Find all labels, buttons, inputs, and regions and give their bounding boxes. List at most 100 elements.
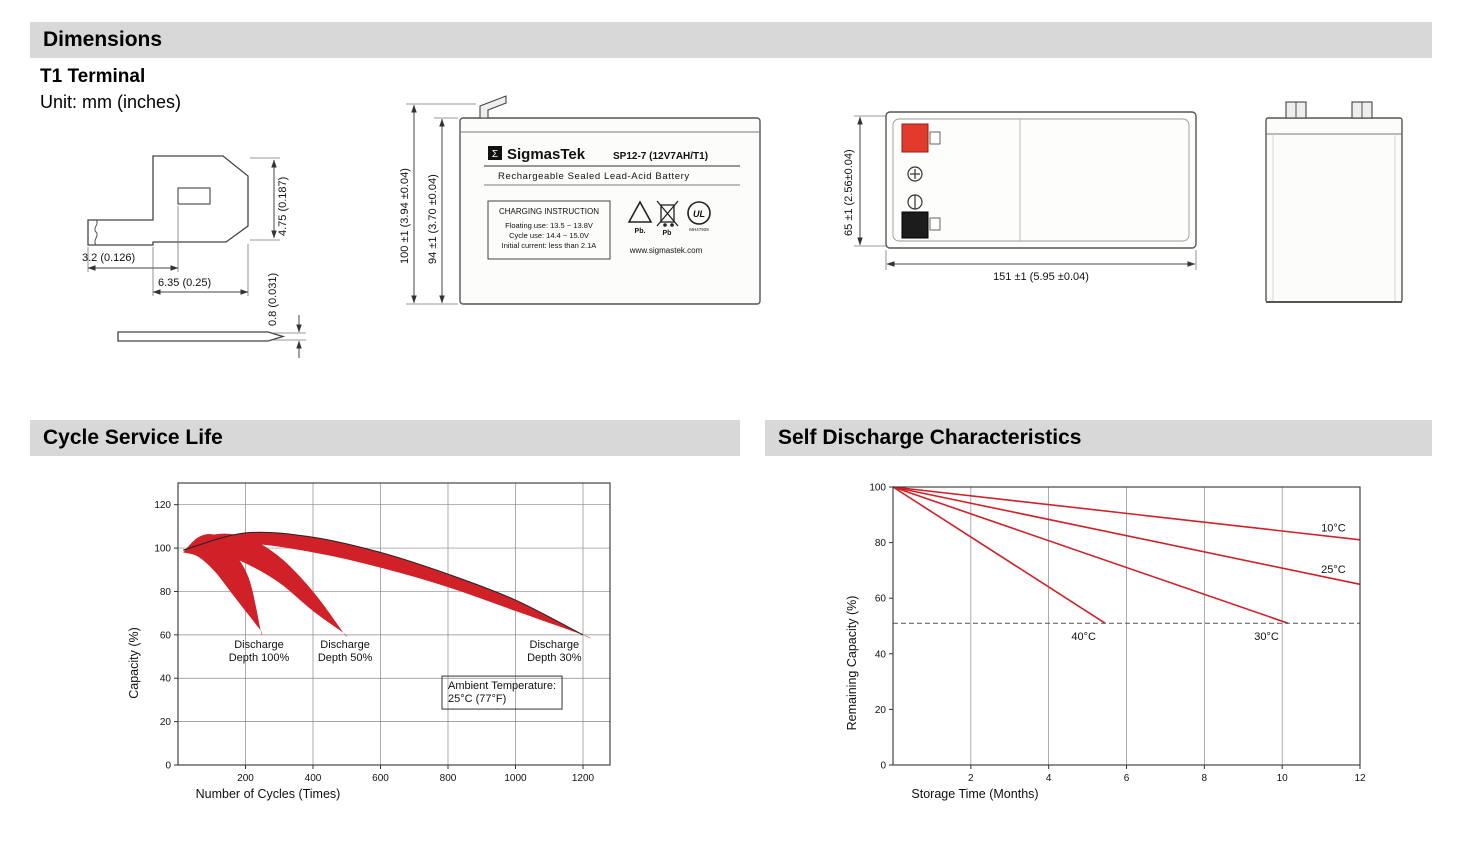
break-line: [94, 219, 98, 246]
plus-symbol: [907, 166, 923, 182]
temp-line: [892, 486, 1289, 624]
crossed-bin-icon: [660, 204, 675, 223]
positive-terminal: [901, 123, 929, 153]
battery-top-view: 65 ±1 (2.56±0.04) 151 ±1 (5.95 ±0.04): [843, 111, 1197, 283]
section-bar-cycle-service-life: Cycle Service Life: [30, 420, 740, 456]
pb-bin-label: Pb: [663, 230, 672, 237]
y-axis-label: Remaining Capacity (%): [845, 596, 859, 731]
bin-wheel: [670, 223, 674, 227]
x-tick-label: 1000: [504, 773, 527, 784]
battery-subtitle: Rechargeable Sealed Lead-Acid Battery: [498, 171, 690, 182]
top-terminal-tab: [479, 95, 507, 119]
dim-height-label: 4.75 (0.187): [277, 177, 289, 236]
x-tick-label: 600: [372, 773, 389, 784]
sigmastek-logo: [488, 146, 502, 160]
temp-line: [892, 486, 1106, 624]
self-discharge-title: Self Discharge Characteristics: [778, 426, 1082, 449]
terminal-blade: [117, 331, 286, 342]
chart-annotation: 40°C: [1071, 631, 1096, 643]
side-body: [1265, 117, 1403, 303]
section-bar-self-discharge: Self Discharge Characteristics: [765, 420, 1432, 456]
chart-annotation: 25°C: [1321, 564, 1346, 576]
charging-line2: Cycle use: 14.4 ~ 15.0V: [509, 231, 589, 240]
x-tick-label: 2: [968, 773, 974, 784]
ul-code: MH47929: [689, 227, 709, 232]
charging-title: CHARGING INSTRUCTION: [499, 207, 599, 216]
top-view-inner-rim: [892, 118, 1190, 242]
chart-annotation: 10°C: [1321, 522, 1346, 534]
terminal-clip: [929, 217, 941, 231]
dim-outer-label: 100 ±1 (3.94 ±0.04): [399, 168, 411, 264]
y-tick-label: 80: [875, 538, 887, 549]
recycle-pb-icon: [627, 200, 653, 223]
chart-annotation: Discharge Depth 100%: [229, 639, 290, 664]
t1-terminal-title: T1 Terminal: [40, 66, 146, 87]
bin-wheel: [663, 223, 667, 227]
logo-glyph: Σ: [492, 149, 498, 160]
x-tick-label: 400: [305, 773, 322, 784]
dim-width-label: 6.35 (0.25): [158, 277, 211, 289]
charging-line1: Floating use: 13.5 ~ 13.8V: [505, 221, 593, 230]
x-tick-label: 1200: [572, 773, 595, 784]
battery-side-view: [1265, 101, 1403, 303]
temp-line: [892, 486, 1361, 541]
dimensions-title: Dimensions: [43, 28, 163, 51]
unit-note: Unit: mm (inches): [40, 92, 182, 112]
x-tick-label: 8: [1202, 773, 1208, 784]
band-area: [183, 533, 348, 637]
plot-border: [177, 482, 611, 766]
y-tick-label: 100: [154, 544, 171, 555]
y-tick-label: 40: [875, 649, 887, 660]
temp-line: [892, 486, 1361, 586]
ul-mark-icon: [687, 201, 711, 225]
model-number: SP12-7 (12V7AH/T1): [613, 151, 708, 162]
y-tick-label: 20: [160, 717, 172, 728]
y-tick-label: 0: [165, 761, 171, 772]
dim-inner-label: 94 ±1 (3.70 ±0.04): [427, 174, 439, 264]
battery-front-view: 100 ±1 (3.94 ±0.04) 94 ±1 (3.70 ±0.04) Σ…: [399, 95, 761, 305]
terminal-clip: [929, 131, 941, 145]
terminal-detail-drawing: 4.75 (0.187) 3.2 (0.126) 6.35 (0.25) 0.8…: [82, 155, 306, 358]
x-axis-label: Storage Time (Months): [911, 787, 1038, 801]
grid: [970, 487, 1361, 765]
grid: [178, 483, 610, 765]
x-tick-label: 4: [1046, 773, 1052, 784]
terminal-tab-outline: [87, 155, 249, 246]
section-bar-dimensions: Dimensions: [30, 22, 1432, 58]
dim-length-label: 151 ±1 (5.95 ±0.04): [993, 271, 1089, 283]
band-area: [183, 532, 592, 639]
dim-offset-label: 3.2 (0.126): [82, 252, 135, 264]
cycle-title: Cycle Service Life: [43, 426, 223, 449]
y-tick-label: 40: [160, 674, 172, 685]
brand-name: SigmasTek: [507, 146, 586, 163]
band-outline: [182, 531, 584, 636]
x-tick-label: 12: [1354, 773, 1366, 784]
y-tick-label: 60: [160, 630, 172, 641]
top-view-body: [885, 111, 1197, 249]
self-discharge-chart: 2 4 6 8 10 12 0 20 40 60 80 100 10°C 25°C 40°C 30°C Stor…: [845, 483, 1366, 802]
website-text: www.sigmastek.com: [629, 246, 703, 255]
y-tick-label: 80: [160, 587, 172, 598]
x-tick-label: 800: [440, 773, 457, 784]
x-tick-label: 10: [1277, 773, 1289, 784]
charging-line3: Initial current: less than 2.1A: [502, 241, 597, 250]
pb-recycle-label: Pb.: [635, 228, 646, 235]
chart-annotation: Ambient Temperature: 25°C (77°F): [448, 680, 556, 705]
charging-instruction-box: [487, 200, 611, 260]
y-tick-label: 0: [880, 761, 886, 772]
chart-annotation: Discharge Depth 50%: [318, 639, 373, 664]
x-axis-label: Number of Cycles (Times): [196, 787, 341, 801]
bin-cross-line: [656, 200, 679, 227]
terminal-hole: [177, 187, 211, 205]
x-tick-label: 6: [1124, 773, 1130, 784]
cycle-service-life-chart: 200 400 600 800 1000 1200 0 20 40 60 80 100 120 Disch…: [127, 482, 611, 801]
y-tick-label: 100: [869, 483, 886, 494]
y-axis-label: Capacity (%): [127, 627, 141, 699]
annotation-box: [441, 675, 563, 710]
chart-annotation: 30°C: [1254, 631, 1279, 643]
dim-thickness-label: 0.8 (0.031): [267, 273, 279, 326]
x-tick-label: 200: [237, 773, 254, 784]
dim-depth-label: 65 ±1 (2.56±0.04): [843, 149, 855, 236]
ul-mark-text: UL: [693, 209, 705, 219]
